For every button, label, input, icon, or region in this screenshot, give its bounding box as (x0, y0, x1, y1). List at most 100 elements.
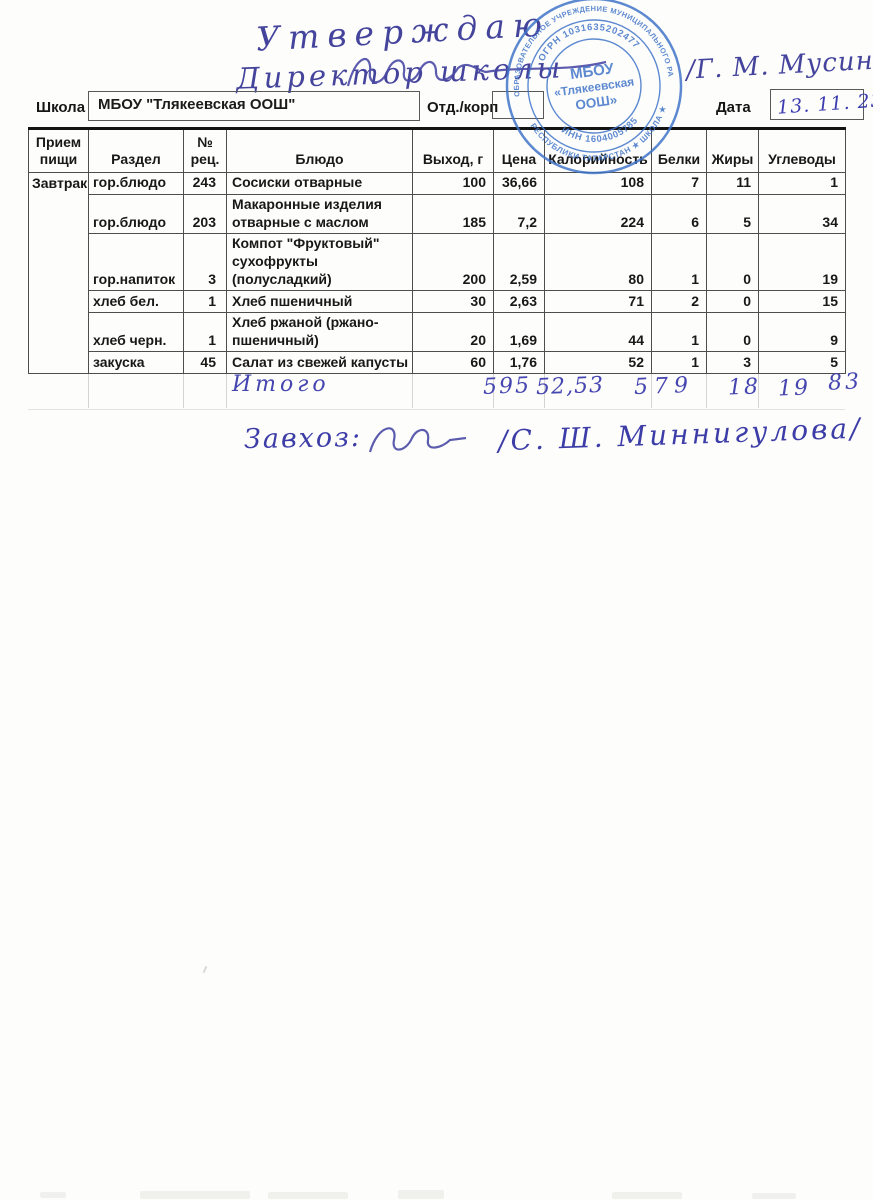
scanner-artifact (140, 1191, 250, 1199)
school-value: МБОУ "Тлякеевская ООШ" (98, 96, 296, 113)
stamp-middle-ring (527, 19, 661, 153)
date-input-box (770, 89, 864, 120)
approval-name: /Г. М. Мусина/ (685, 44, 873, 86)
storekeeper-label: Завхоз: (243, 421, 363, 456)
carbs-cell: 34 (758, 193, 846, 235)
carbs-cell: 19 (758, 233, 846, 292)
column-rule-stub (651, 371, 652, 408)
carbs-cell: 9 (758, 312, 846, 353)
table-row: гор.блюдо 203 Макаронные изделия отварны… (29, 193, 846, 235)
dish-cell: Хлеб ржаной (ржано- пшеничный) (226, 312, 413, 353)
totals-price: 52,53 (535, 372, 605, 401)
totals-protein: 18 (727, 374, 761, 401)
dish-cell: Сосиски отварные (226, 172, 413, 195)
price-cell: 1,76 (493, 351, 545, 375)
output-cell: 100 (412, 172, 494, 195)
price-cell: 2,63 (493, 290, 545, 314)
totals-calories: 579 (633, 372, 695, 401)
fat-cell: 11 (706, 172, 759, 195)
price-cell: 1,69 (493, 312, 545, 353)
section-cell: гор.напиток (88, 233, 184, 292)
section-cell: гор.блюдо (88, 193, 184, 235)
stamp-center-line3: ООШ» (574, 92, 618, 113)
column-rule-stub (88, 371, 89, 408)
scanner-artifact (398, 1190, 444, 1199)
meal-cell: Завтрак (28, 171, 89, 375)
recipe-cell: 45 (183, 351, 227, 375)
scanner-artifact (612, 1192, 682, 1199)
table-row: закуска 45 Салат из свежей капусты 60 1,… (29, 351, 846, 375)
section-cell: закуска (88, 351, 184, 375)
svg-text:ИНН 1604005785: ИНН 1604005785 (559, 113, 642, 149)
school-label: Школа (36, 99, 86, 116)
output-cell: 185 (412, 193, 494, 235)
recipe-cell: 243 (183, 172, 227, 195)
storekeeper-signature-scribble (368, 427, 467, 453)
dish-cell: Салат из свежей капусты (226, 351, 413, 375)
storekeeper-name: /С. Ш. Миннигулова/ (497, 411, 864, 458)
column-rule-stub (412, 371, 413, 408)
column-rule-stub (226, 371, 227, 408)
table-row: хлеб бел. 1 Хлеб пшеничный 30 2,63 71 2 … (29, 290, 846, 314)
column-rule-stub (493, 371, 494, 408)
protein-cell: 1 (651, 233, 707, 292)
column-rule-stub (706, 371, 707, 408)
totals-label: Итого (232, 372, 330, 397)
table-row: Завтрак гор.блюдо 243 Сосиски отварные 1… (28, 171, 846, 375)
faint-rule (28, 409, 845, 410)
dept-label: Отд./корп (427, 99, 499, 116)
column-header-calories: Калорийность (544, 127, 652, 173)
fat-cell: 3 (706, 351, 759, 375)
carbs-cell: 15 (758, 290, 846, 314)
scanner-artifact (268, 1192, 348, 1199)
output-cell: 60 (412, 351, 494, 375)
totals-fat: 19 (777, 375, 811, 402)
protein-cell: 2 (651, 290, 707, 314)
school-stamp: ОБЩЕОБРАЗОВАТЕЛЬНОЕ УЧРЕЖДЕНИЕ МУНИЦИПАЛ… (494, 0, 683, 175)
recipe-cell: 1 (183, 290, 227, 314)
section-cell: хлеб бел. (88, 290, 184, 314)
dish-cell: Хлеб пшеничный (226, 290, 413, 314)
column-rule-stub (183, 371, 184, 408)
table-header-row: Прием пищи Раздел № рец. Блюдо Выход, г … (28, 127, 846, 173)
recipe-cell: 203 (183, 193, 227, 235)
calories-cell: 71 (544, 290, 652, 314)
calories-cell: 224 (544, 193, 652, 235)
recipe-cell: 3 (183, 233, 227, 292)
table-row: гор.напиток 3 Компот "Фруктовый" сухофру… (29, 233, 846, 292)
stamp-inner-ring (546, 38, 642, 134)
director-signature-scribble (346, 57, 607, 87)
protein-cell: 1 (651, 351, 707, 375)
dept-input-box (492, 91, 544, 119)
output-cell: 30 (412, 290, 494, 314)
school-input-box: МБОУ "Тлякеевская ООШ" (88, 91, 420, 121)
carbs-cell: 5 (758, 351, 846, 375)
column-header-carbs: Углеводы (758, 127, 846, 173)
fat-cell: 5 (706, 193, 759, 235)
column-header-output: Выход, г (412, 127, 494, 173)
section-cell: хлеб черн. (88, 312, 184, 353)
price-cell: 7,2 (493, 193, 545, 235)
fat-cell: 0 (706, 312, 759, 353)
calories-cell: 80 (544, 233, 652, 292)
protein-cell: 1 (651, 312, 707, 353)
price-cell: 2,59 (493, 233, 545, 292)
totals-output: 595 (482, 373, 532, 400)
carbs-cell: 1 (758, 172, 846, 195)
dish-cell: Компот "Фруктовый" сухофрукты (полусладк… (226, 233, 413, 292)
column-header-fat: Жиры (706, 127, 759, 173)
fat-cell: 0 (706, 233, 759, 292)
section-cell: гор.блюдо (88, 172, 184, 195)
date-label: Дата (716, 99, 751, 116)
stamp-center-line1: МБОУ (569, 60, 616, 83)
calories-cell: 52 (544, 351, 652, 375)
column-rule-stub (544, 371, 545, 408)
column-header-section: Раздел (88, 127, 184, 173)
menu-table: Прием пищи Раздел № рец. Блюдо Выход, г … (28, 127, 846, 375)
column-header-recipe: № рец. (183, 127, 227, 173)
table-row: хлеб черн. 1 Хлеб ржаной (ржано- пшеничн… (29, 312, 846, 353)
price-cell: 36,66 (493, 172, 545, 195)
column-rule-stub (758, 371, 759, 408)
scanner-artifact (40, 1192, 66, 1198)
